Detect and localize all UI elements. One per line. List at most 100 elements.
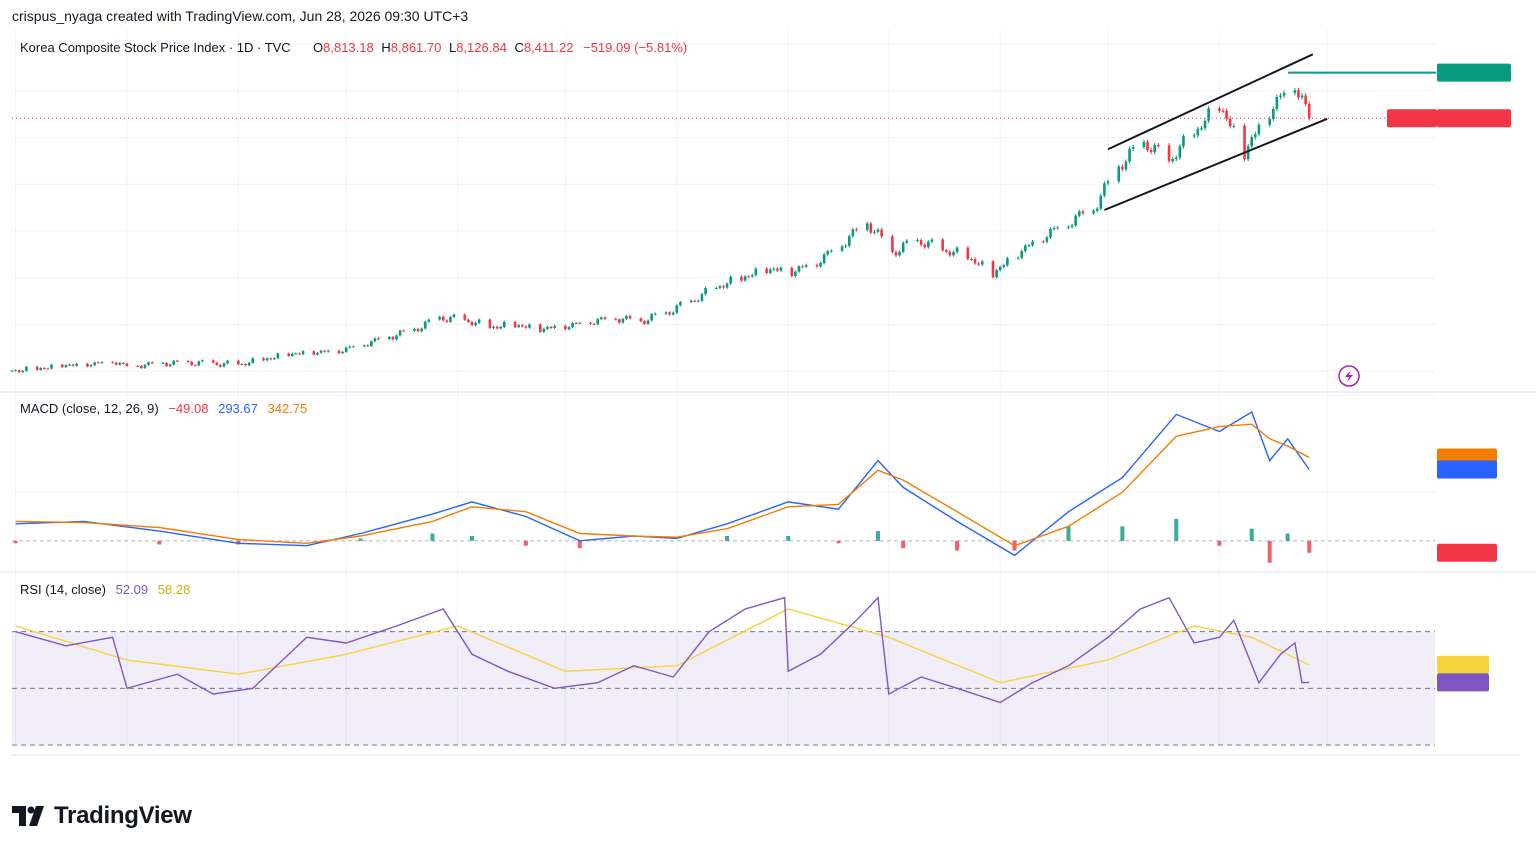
price-candle-body (377, 338, 380, 340)
macd-histogram-bar (13, 540, 18, 544)
price-candle-body (1081, 211, 1085, 214)
price-candle-body (876, 229, 880, 232)
price-candle-body (700, 294, 704, 301)
price-candle-body (1045, 237, 1049, 242)
price-candle-body (35, 366, 39, 370)
price-candle-body (86, 363, 89, 367)
price-candle-body (1268, 118, 1272, 125)
macd-histogram-bar (358, 538, 363, 541)
price-candle-body (697, 300, 700, 302)
tradingview-logo[interactable]: TradingView (12, 802, 192, 830)
price-candle-body (1121, 166, 1124, 170)
price-candle-body (804, 264, 808, 267)
ohlc-change-value: −519.09 (−5.81%) (583, 40, 687, 55)
price-candle-body (168, 364, 172, 367)
symbol-tag-bg (1387, 109, 1437, 128)
rsi-legend-value: 52.09 (116, 582, 149, 597)
price-candle-body (725, 283, 729, 288)
price-candle-body (750, 275, 754, 277)
chart-overlays[interactable] (12, 53, 1511, 692)
price-candle-body (1092, 210, 1095, 214)
price-candle-body (17, 370, 21, 373)
price-candle-body (39, 367, 43, 370)
price-candle-body (125, 363, 129, 366)
price-candle-body (1020, 251, 1024, 258)
price-candle-body (1153, 144, 1157, 153)
price-legend-symbol: Korea Composite Stock Price Index · 1D ·… (20, 40, 291, 55)
price-candle-body (689, 300, 693, 303)
macd-legend-signal: 342.75 (267, 401, 307, 416)
lightning-icon[interactable] (1338, 365, 1360, 387)
rsi-legend-ma: 58.28 (158, 582, 191, 597)
price-candle-body (1192, 135, 1196, 137)
price-candle-body (287, 353, 290, 356)
price-candle-body (790, 267, 794, 277)
price-candle-body (136, 365, 140, 367)
price-candle-body (754, 268, 758, 276)
channel-upper-line (1107, 53, 1314, 151)
price-candle-body (1300, 95, 1304, 98)
price-candle-body (222, 363, 226, 367)
price-candle-body (1218, 108, 1221, 111)
price-candle-body (923, 244, 927, 248)
price-candle-body (553, 325, 556, 328)
price-candle-body (269, 358, 273, 360)
price-candle-body (1106, 181, 1110, 184)
price-candle-body (794, 271, 797, 277)
macd-histogram-bar (469, 535, 474, 541)
price-candle-body (326, 350, 330, 352)
price-candle-body (1225, 110, 1228, 119)
price-candle-body (564, 325, 567, 330)
price-candle-body (819, 263, 822, 267)
price-candle-body (1142, 141, 1146, 147)
price-candle-body (416, 328, 420, 332)
macd-histogram-bar (523, 540, 528, 546)
price-candle-body (237, 360, 240, 365)
price-candle-body (675, 305, 679, 313)
price-candle-body (1275, 96, 1279, 109)
price-candle-body (844, 245, 847, 247)
price-candle-body (172, 360, 176, 365)
price-candle-body (743, 276, 747, 281)
price-candle-body (402, 330, 405, 332)
resistance-price-label-bg (1437, 63, 1511, 82)
price-candle-body (851, 229, 855, 237)
macd-signal-line (15, 423, 1310, 547)
price-candle-body (1167, 145, 1171, 162)
price-candle-body (898, 251, 901, 256)
price-candle-body (546, 326, 549, 329)
price-candle-body (524, 326, 528, 328)
price-candle-body (93, 362, 96, 366)
price-candle-body (398, 330, 402, 336)
price-candle-body (930, 239, 934, 242)
price-candle-body (111, 362, 114, 364)
price-candle-body (193, 365, 197, 367)
ohlc-open-value: 8,813.18 (323, 40, 374, 55)
price-candle-body (1131, 146, 1135, 149)
price-candle-body (247, 362, 251, 366)
macd-histogram-bar (901, 540, 906, 549)
tradingview-logo-icon (12, 806, 44, 826)
price-candle-body (995, 270, 998, 278)
price-candle-body (366, 345, 370, 347)
price-candle-body (980, 261, 984, 265)
price-candle-body (122, 362, 125, 364)
rsi-value-label-bg (1437, 673, 1489, 692)
price-candle-body (944, 250, 948, 252)
price-candle-body (388, 337, 391, 340)
price-candle-body (25, 366, 28, 371)
chart-series[interactable] (10, 87, 1312, 704)
rsi-band (12, 631, 1435, 746)
price-candle-body (1128, 148, 1131, 162)
price-candle-body (941, 239, 944, 251)
macd-histogram-bar (876, 531, 881, 541)
price-candle-body (352, 346, 355, 348)
price-candle-body (1293, 90, 1297, 93)
price-candle-body (262, 358, 265, 361)
macd-histogram-bar (786, 535, 791, 541)
price-candle-body (1070, 225, 1074, 227)
price-candle-body (301, 351, 305, 355)
ohlc-high-value: 8,861.70 (391, 40, 442, 55)
price-candle-body (273, 358, 276, 360)
